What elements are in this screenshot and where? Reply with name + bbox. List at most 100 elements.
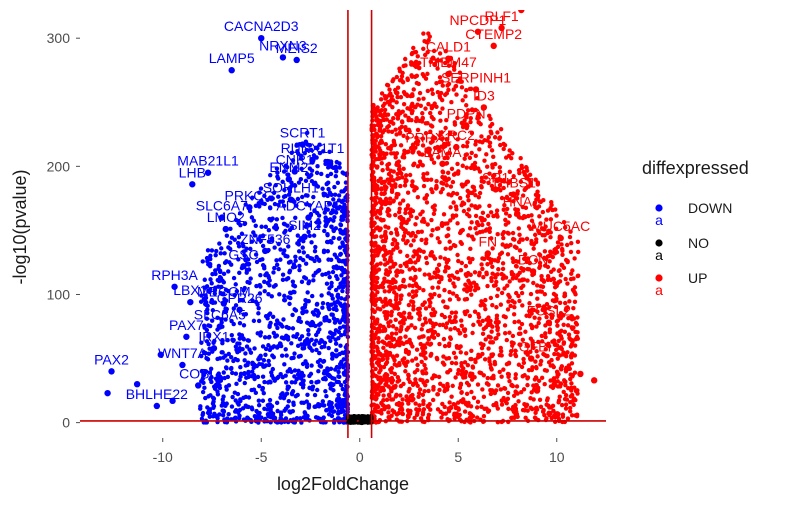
point-up-cloud bbox=[557, 394, 562, 399]
point-up-cloud bbox=[441, 299, 446, 304]
point-up-cloud bbox=[463, 333, 468, 339]
point-up-cloud bbox=[565, 305, 570, 310]
point-up-cloud bbox=[420, 136, 426, 141]
point-up-cloud bbox=[393, 317, 398, 323]
point-down-cloud bbox=[291, 334, 296, 339]
point-up-cloud bbox=[480, 331, 486, 337]
point-up-cloud bbox=[404, 327, 409, 332]
point-down-cloud bbox=[280, 179, 285, 185]
point-up-cloud bbox=[411, 254, 416, 259]
point-down-cloud bbox=[296, 368, 301, 373]
point-up-cloud bbox=[524, 313, 529, 318]
point-down-cloud bbox=[325, 368, 330, 373]
point-down-cloud bbox=[316, 379, 321, 384]
point-up-cloud bbox=[429, 87, 435, 92]
point-up-cloud bbox=[379, 161, 384, 166]
point-down-cloud bbox=[332, 252, 337, 257]
point-up-cloud bbox=[415, 195, 421, 200]
point-up-cloud bbox=[380, 339, 385, 344]
point-up-cloud bbox=[537, 214, 542, 219]
point-up-cloud bbox=[514, 245, 519, 250]
point-up-cloud bbox=[406, 373, 411, 378]
point-down-cloud bbox=[333, 367, 338, 372]
point-down-cloud bbox=[295, 233, 301, 238]
point-down-cloud bbox=[246, 374, 251, 380]
gene-label: WNT7A bbox=[158, 345, 208, 361]
point-down-cloud bbox=[343, 388, 348, 393]
point-down-cloud bbox=[217, 356, 223, 361]
point-up-cloud bbox=[463, 94, 468, 99]
point-up-cloud bbox=[479, 299, 484, 304]
point-down-cloud bbox=[271, 190, 277, 196]
point-up-cloud bbox=[524, 236, 530, 242]
point-up-cloud bbox=[501, 229, 507, 235]
point-up-cloud bbox=[381, 244, 387, 249]
point-up-cloud bbox=[527, 172, 533, 178]
point-down-cloud bbox=[324, 408, 329, 413]
point-down-cloud bbox=[252, 346, 257, 351]
point-up-cloud bbox=[424, 200, 430, 205]
point-up-cloud bbox=[469, 130, 475, 136]
point-down-cloud bbox=[313, 338, 319, 343]
point-up-cloud bbox=[425, 171, 430, 176]
point-up-cloud bbox=[491, 402, 496, 408]
point-down-cloud bbox=[335, 180, 341, 185]
point-up-cloud bbox=[454, 269, 460, 275]
point-down-cloud bbox=[292, 264, 298, 270]
point-down-cloud bbox=[330, 351, 335, 357]
point-up-cloud bbox=[459, 389, 464, 395]
point-up-cloud bbox=[428, 129, 433, 134]
point-up-cloud bbox=[522, 172, 528, 177]
point-up-cloud bbox=[510, 276, 516, 281]
point-down-cloud bbox=[286, 295, 291, 300]
point-up-cloud bbox=[386, 392, 392, 398]
point-down-cloud bbox=[267, 182, 272, 187]
point-up-cloud bbox=[442, 256, 448, 261]
point-down-cloud bbox=[206, 332, 211, 338]
point-up-cloud bbox=[380, 103, 386, 109]
point-down-cloud bbox=[331, 316, 337, 321]
point-up-cloud bbox=[385, 166, 390, 172]
point-up-cloud bbox=[381, 345, 386, 351]
point-up-cloud bbox=[474, 282, 479, 288]
point-up-cloud bbox=[453, 310, 459, 315]
point-up-cloud bbox=[568, 249, 574, 255]
point-up-cloud bbox=[390, 408, 395, 413]
point-up-cloud bbox=[446, 343, 452, 348]
point-down-cloud bbox=[258, 257, 263, 263]
point-up-cloud bbox=[390, 324, 396, 329]
point-up-cloud bbox=[378, 211, 383, 216]
point-up-cloud bbox=[555, 379, 560, 384]
x-tick-label: 5 bbox=[454, 449, 462, 465]
point-up-cloud bbox=[494, 313, 500, 318]
point-up-cloud bbox=[443, 325, 449, 330]
point-up-cloud bbox=[429, 233, 434, 238]
point-up-cloud bbox=[391, 237, 396, 242]
point-up-cloud bbox=[402, 183, 408, 188]
gene-label: LGFBI bbox=[511, 339, 551, 355]
point-down-cloud bbox=[328, 238, 333, 244]
point-down-cloud bbox=[267, 205, 273, 210]
point-down-cloud bbox=[296, 249, 302, 254]
point-down-cloud bbox=[297, 263, 302, 269]
point-up-cloud bbox=[533, 410, 538, 416]
point-up-cloud bbox=[536, 378, 542, 384]
point-down-cloud bbox=[235, 391, 241, 397]
point-up-cloud bbox=[528, 291, 534, 297]
point-up-cloud bbox=[413, 140, 419, 145]
point-down-cloud bbox=[216, 371, 221, 376]
point-down-cloud bbox=[216, 266, 221, 272]
point-down-cloud bbox=[231, 275, 237, 281]
data-point bbox=[445, 70, 452, 78]
point-up-cloud bbox=[562, 329, 568, 335]
point-up-cloud bbox=[382, 183, 388, 189]
point-up-cloud bbox=[405, 106, 410, 111]
point-up-cloud bbox=[568, 344, 574, 349]
point-down-cloud bbox=[332, 184, 337, 190]
point-down-cloud bbox=[300, 245, 305, 250]
point-up-cloud bbox=[535, 189, 540, 194]
point-up-cloud bbox=[455, 221, 460, 226]
point-up-cloud bbox=[393, 184, 398, 189]
point-down-cloud bbox=[280, 215, 285, 221]
